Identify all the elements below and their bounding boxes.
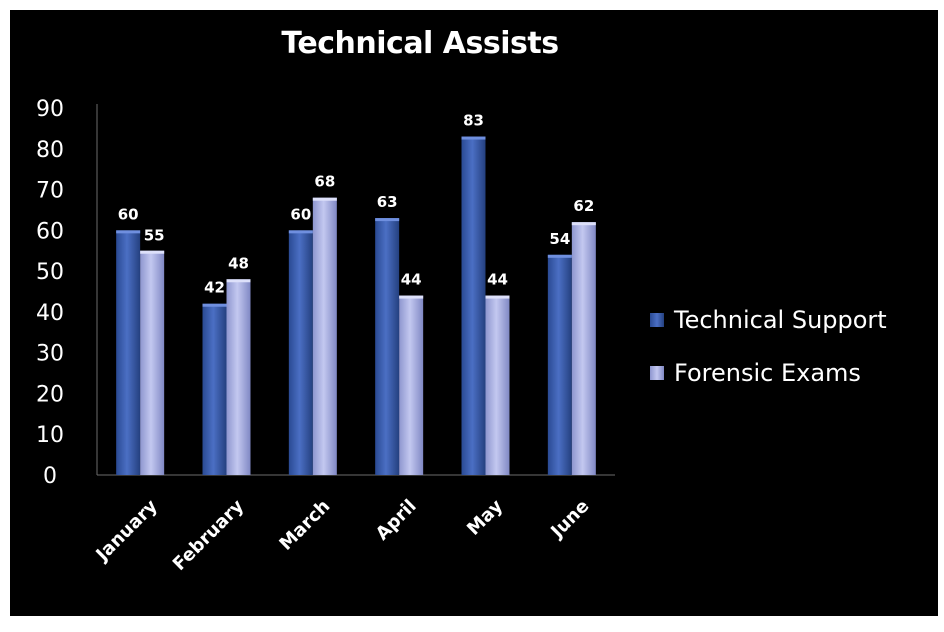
y-tick-label: 40 — [36, 301, 64, 326]
y-tick-label: 80 — [36, 138, 64, 163]
data-label: 60 — [118, 205, 139, 223]
data-label: 55 — [144, 227, 165, 245]
y-tick-label: 70 — [36, 179, 64, 204]
data-label: 44 — [487, 271, 508, 289]
bar-cap — [485, 295, 510, 299]
legend-label: Technical Support — [674, 306, 887, 334]
bar-forensic-exams — [485, 295, 510, 475]
chart-title: Technical Assists — [281, 26, 559, 61]
bar-technical-support — [288, 230, 313, 475]
bar-technical-support — [116, 230, 141, 475]
data-label: 60 — [290, 205, 311, 223]
legend-item-forensic-exams: Forensic Exams — [650, 359, 887, 387]
x-tick-label: May — [463, 496, 507, 540]
y-tick-label: 10 — [36, 423, 64, 448]
bar-technical-support — [375, 218, 400, 475]
data-label: 42 — [204, 279, 225, 297]
bar-technical-support — [202, 303, 227, 475]
x-tick-label: February — [169, 495, 248, 574]
data-label: 68 — [314, 173, 335, 191]
bar-cap — [140, 250, 165, 254]
bar-cap — [116, 230, 141, 234]
bar-cap — [288, 230, 313, 234]
bar-technical-support — [461, 136, 486, 476]
data-label: 63 — [377, 193, 398, 211]
bar-cap — [202, 303, 227, 307]
bar-cap — [461, 136, 486, 140]
y-tick-label: 0 — [43, 464, 57, 489]
data-label: 83 — [463, 112, 484, 130]
x-tick-label: March — [275, 496, 334, 555]
bar-forensic-exams — [312, 197, 337, 475]
x-tick-label: April — [372, 496, 421, 545]
y-tick-label: 30 — [36, 342, 64, 367]
data-label: 44 — [401, 271, 422, 289]
x-tick-label: January — [91, 496, 162, 567]
bar-cap — [312, 197, 337, 201]
bar-cap — [226, 279, 251, 283]
data-label: 62 — [573, 197, 594, 215]
legend-item-technical-support: Technical Support — [650, 306, 887, 334]
legend-label: Forensic Exams — [674, 359, 861, 387]
bar-forensic-exams — [140, 250, 165, 475]
legend: Technical Support Forensic Exams — [650, 306, 887, 412]
bar-cap — [547, 254, 572, 258]
legend-swatch-technical-support — [650, 313, 664, 327]
bar-forensic-exams — [399, 295, 424, 475]
data-label: 48 — [228, 254, 249, 272]
bar-forensic-exams — [571, 222, 596, 475]
y-tick-label: 20 — [36, 382, 64, 407]
x-tick-label: June — [546, 496, 594, 544]
y-tick-label: 50 — [36, 260, 64, 285]
bar-forensic-exams — [226, 279, 251, 475]
y-tick-label: 90 — [36, 97, 64, 122]
bar-cap — [571, 222, 596, 226]
y-tick-label: 60 — [36, 219, 64, 244]
bar-cap — [399, 295, 424, 299]
bar-technical-support — [547, 254, 572, 475]
bar-cap — [375, 218, 400, 222]
data-label: 54 — [549, 230, 570, 248]
legend-swatch-forensic-exams — [650, 366, 664, 380]
